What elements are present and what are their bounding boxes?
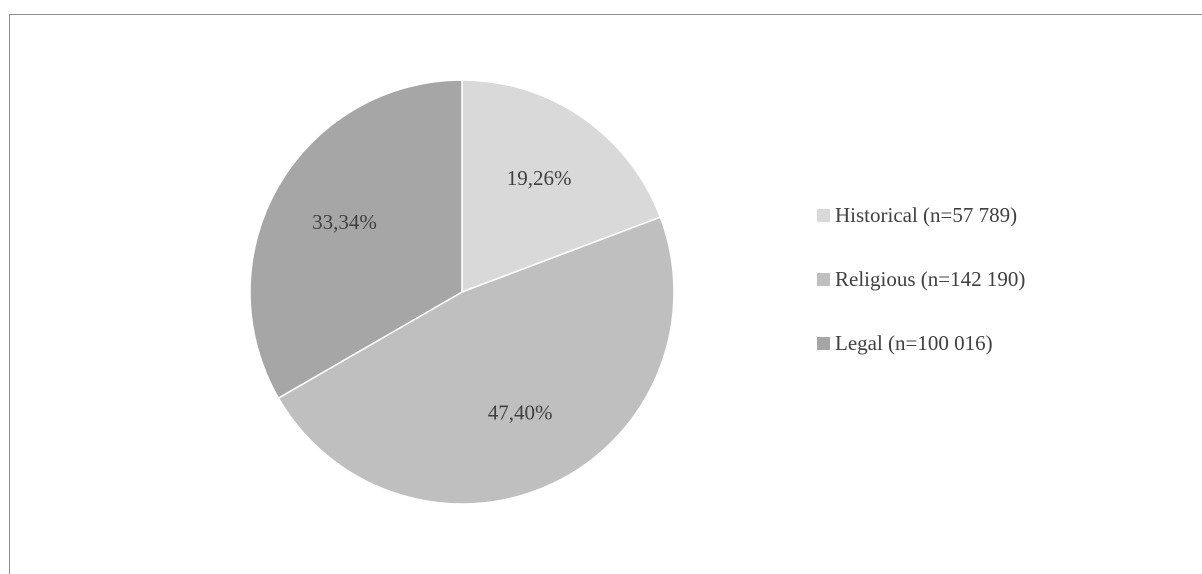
pie-data-labels: 19,26% 47,40% 33,34% [312,166,571,424]
legend-swatch-religious [817,272,830,286]
legend-item-historical: Historical (n=57 789) [817,202,1025,228]
legend-swatch-historical [817,208,830,222]
data-label-religious: 47,40% [488,400,553,424]
legend-label-legal: Legal (n=100 016) [835,330,993,355]
pie-chart: 19,26% 47,40% 33,34% [249,79,675,505]
legend-label-historical: Historical (n=57 789) [835,202,1018,227]
legend: Historical (n=57 789) Religious (n=142 1… [817,202,1025,394]
legend-label-religious: Religious (n=142 190) [835,266,1026,291]
pie-slice-religious [277,216,675,505]
pie-slice-historical [461,79,662,294]
legend-swatch-legal [817,336,830,350]
legend-item-legal: Legal (n=100 016) [817,330,1025,356]
pie-slice-legal [249,79,463,400]
data-label-legal: 33,34% [312,210,377,234]
pie-slices [249,79,675,505]
data-label-historical: 19,26% [507,166,572,190]
legend-item-religious: Religious (n=142 190) [817,266,1025,292]
chart-frame [9,14,1202,574]
